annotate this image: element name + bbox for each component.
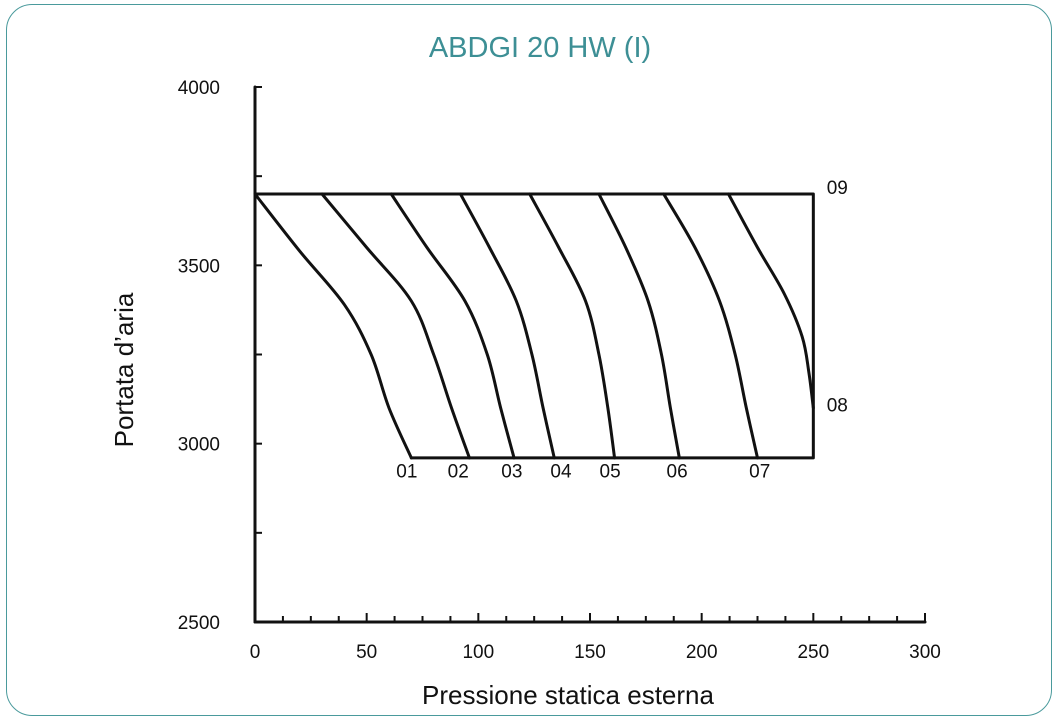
curve-05 — [528, 192, 617, 460]
chart-frame — [6, 4, 1052, 716]
x-tick-label: 300 — [909, 642, 941, 663]
curve-06 — [597, 192, 681, 460]
y-axis-label: Portata d’aria — [109, 292, 139, 447]
y-tick-label: 4000 — [178, 78, 220, 99]
curve-04 — [458, 192, 556, 460]
curve-label-04: 04 — [550, 462, 572, 483]
curves — [253, 192, 815, 460]
chart-title: ABDGI 20 HW (I) — [429, 32, 651, 64]
curve-label-03: 03 — [501, 462, 522, 483]
x-tick-label: 50 — [356, 642, 377, 663]
curve-02 — [320, 192, 471, 460]
curve-labels: 01 02 03 04 05 06 07 08 09 — [396, 178, 848, 483]
curve-07 — [662, 192, 759, 460]
curve-label-08: 08 — [827, 396, 848, 417]
curve-label-07: 07 — [749, 462, 770, 483]
x-tick-label: 200 — [686, 642, 718, 663]
x-tick-label: 150 — [574, 642, 606, 663]
envelope-outline — [253, 192, 815, 460]
envelope — [253, 192, 815, 460]
curve-label-09: 09 — [827, 178, 848, 199]
x-tick-label: 100 — [462, 642, 494, 663]
x-tick-label: 250 — [797, 642, 829, 663]
y-tick-label: 3500 — [178, 256, 220, 277]
curve-08 — [726, 192, 815, 410]
y-tick-label: 3000 — [178, 435, 220, 456]
curve-03 — [389, 192, 516, 460]
curve-label-01: 01 — [396, 462, 417, 483]
curve-01 — [253, 192, 413, 460]
curve-label-06: 06 — [667, 462, 688, 483]
curve-label-02: 02 — [448, 462, 469, 483]
y-tick-label: 2500 — [178, 613, 220, 634]
x-tick-label: 0 — [250, 642, 261, 663]
curve-label-05: 05 — [600, 462, 621, 483]
x-axis-label: Pressione statica esterna — [422, 680, 714, 710]
